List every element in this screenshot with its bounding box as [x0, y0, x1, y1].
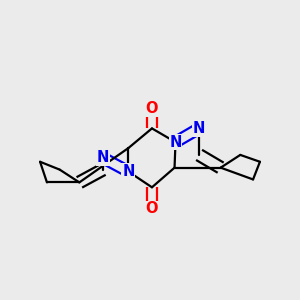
Text: O: O	[146, 101, 158, 116]
Text: O: O	[146, 201, 158, 216]
Text: N: N	[169, 135, 182, 150]
Text: N: N	[122, 164, 135, 179]
Text: N: N	[97, 150, 109, 165]
Text: N: N	[193, 121, 205, 136]
